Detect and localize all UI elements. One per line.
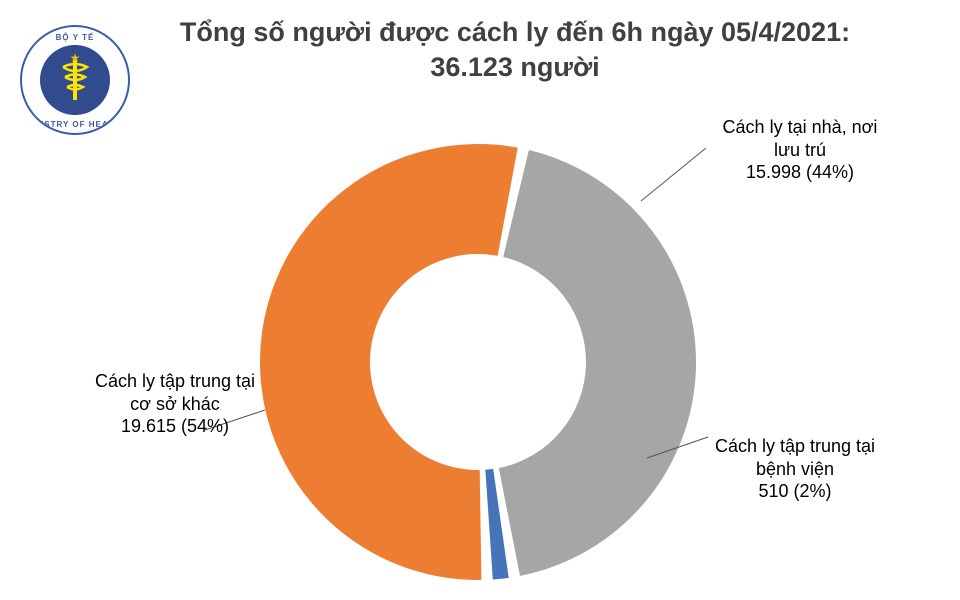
donut-chart (0, 0, 960, 600)
callout-hospital: Cách ly tập trung tại bệnh viện 510 (2%) (695, 435, 895, 503)
leader-line (641, 148, 706, 201)
slice-other_facilities (260, 144, 518, 580)
callout-home: Cách ly tại nhà, nơi lưu trú 15.998 (44%… (700, 116, 900, 184)
slice-home (499, 150, 696, 576)
callout-other_facilities: Cách ly tập trung tại cơ sở khác 19.615 … (80, 370, 270, 438)
page-container: BỘ Y TẾ MINISTRY OF HEALTH ★ Tổng số ngư… (0, 0, 960, 600)
